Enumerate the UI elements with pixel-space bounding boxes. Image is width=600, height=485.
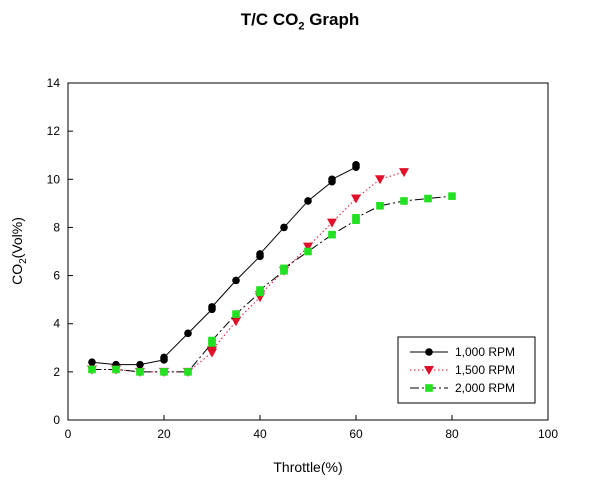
legend-box bbox=[397, 336, 536, 404]
x-axis: 0 20 40 60 80 100 bbox=[65, 415, 558, 441]
x-axis-label: Throttle(%) bbox=[273, 459, 342, 475]
data-point bbox=[184, 368, 192, 376]
data-point bbox=[304, 247, 312, 256]
data-point bbox=[352, 161, 360, 169]
y-axis-label: CO2(Vol%) bbox=[9, 217, 29, 285]
y-tick-label: 12 bbox=[47, 124, 61, 138]
series-layer bbox=[87, 161, 456, 377]
y-axis-label-tail: (Vol%) bbox=[9, 217, 25, 258]
plot-area-frame bbox=[67, 82, 549, 421]
series-2 bbox=[87, 168, 409, 377]
series-line bbox=[91, 164, 357, 366]
data-point bbox=[351, 194, 361, 204]
y-tick-label: 14 bbox=[47, 76, 61, 90]
data-point bbox=[207, 346, 217, 356]
data-point bbox=[232, 276, 240, 285]
series-1 bbox=[88, 161, 360, 369]
data-point bbox=[136, 360, 144, 369]
data-point bbox=[232, 310, 240, 318]
data-point bbox=[400, 197, 408, 205]
data-point bbox=[376, 201, 384, 210]
x-tick-label: 40 bbox=[253, 427, 267, 441]
data-point bbox=[231, 317, 241, 327]
legend: 1,000 RPM 1,500 RPM 2,000 RPM bbox=[397, 336, 536, 404]
chart-title-main: T/C CO bbox=[240, 10, 299, 29]
x-tick-label: 100 bbox=[538, 427, 558, 441]
data-point bbox=[328, 230, 336, 239]
y-tick-label: 4 bbox=[53, 317, 60, 331]
y-tick-label: 2 bbox=[53, 365, 60, 379]
data-point bbox=[375, 175, 385, 185]
data-point bbox=[184, 329, 192, 338]
data-point bbox=[88, 358, 96, 367]
x-tick-label: 20 bbox=[157, 427, 171, 441]
x-tick-label: 80 bbox=[445, 427, 459, 441]
data-point bbox=[303, 242, 313, 252]
y-tick-label: 10 bbox=[47, 172, 61, 186]
data-point bbox=[424, 194, 432, 203]
data-point bbox=[399, 168, 409, 178]
chart-title: T/C CO2 Graph bbox=[0, 10, 600, 32]
data-point bbox=[160, 353, 168, 362]
chart-title-subscript: 2 bbox=[298, 20, 305, 33]
y-tick-label: 6 bbox=[53, 269, 60, 283]
series-line bbox=[92, 195, 453, 373]
chart-title-tail: Graph bbox=[304, 10, 360, 29]
legend-marker bbox=[424, 366, 434, 375]
data-point bbox=[256, 250, 264, 258]
data-point bbox=[88, 365, 96, 374]
data-point bbox=[352, 214, 360, 222]
legend-marker bbox=[425, 384, 433, 392]
x-tick-label: 0 bbox=[65, 427, 72, 441]
legend-marker bbox=[425, 348, 433, 356]
data-point bbox=[327, 218, 337, 228]
data-point bbox=[280, 223, 288, 232]
x-tick-label: 60 bbox=[349, 427, 363, 441]
legend-label: 2,000 RPM bbox=[455, 381, 515, 395]
legend-label: 1,000 RPM bbox=[455, 345, 515, 359]
y-axis-label-main: CO bbox=[9, 264, 25, 285]
series-3 bbox=[88, 192, 456, 376]
data-point bbox=[208, 336, 216, 345]
data-point bbox=[304, 197, 312, 205]
data-point bbox=[136, 368, 144, 376]
y-tick-label: 0 bbox=[53, 413, 60, 427]
series-line bbox=[92, 171, 405, 373]
data-point bbox=[256, 286, 264, 294]
y-tick-label: 8 bbox=[53, 220, 60, 234]
data-point bbox=[112, 365, 120, 374]
data-point bbox=[280, 264, 288, 273]
data-point bbox=[160, 368, 168, 376]
y-axis: 0 2 4 6 8 10 12 14 bbox=[47, 76, 73, 427]
data-point bbox=[208, 303, 216, 311]
legend-label: 1,500 RPM bbox=[455, 363, 515, 377]
data-point bbox=[328, 175, 336, 184]
y-axis-label-subscript: 2 bbox=[18, 258, 29, 264]
data-point bbox=[448, 192, 456, 200]
